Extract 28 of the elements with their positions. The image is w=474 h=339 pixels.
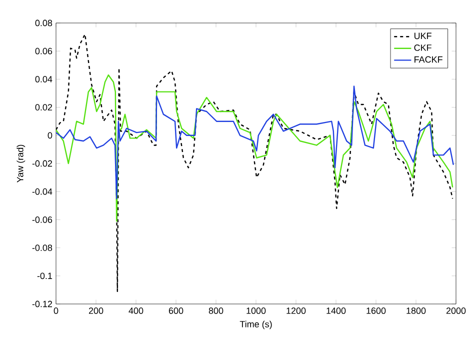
y-tick-label: -0.02 bbox=[32, 160, 52, 167]
y-tick-label: -0.06 bbox=[32, 216, 52, 223]
x-tick-label: 1800 bbox=[406, 308, 426, 314]
x-tick-label: 1200 bbox=[286, 308, 306, 314]
x-tick-label: 2000 bbox=[446, 308, 466, 314]
legend-label: CKF bbox=[414, 44, 432, 51]
y-tick-label: 0.06 bbox=[35, 48, 52, 54]
y-tick-label: 0.04 bbox=[35, 76, 52, 82]
x-tick-label: 1600 bbox=[366, 308, 386, 314]
legend-label: UKF bbox=[414, 32, 432, 40]
y-tick-label: 0.02 bbox=[35, 104, 52, 110]
x-tick-label: 1000 bbox=[246, 308, 266, 314]
y-axis-title: Yaw (rad) bbox=[16, 144, 26, 182]
x-tick-label: 800 bbox=[208, 308, 224, 314]
y-tick-label: -0.08 bbox=[32, 244, 52, 251]
x-tick-label: 400 bbox=[128, 308, 144, 314]
legend-label: FACKF bbox=[414, 56, 442, 63]
y-tick-label: 0 bbox=[48, 132, 52, 139]
x-tick-label: 0 bbox=[54, 308, 58, 314]
x-axis-title: Time (s) bbox=[240, 320, 272, 330]
y-tick-label: 0.08 bbox=[35, 20, 52, 26]
y-tick-label: -0.12 bbox=[32, 300, 52, 308]
x-tick-label: 1400 bbox=[326, 308, 346, 314]
x-tick-label: 600 bbox=[168, 308, 184, 314]
y-tick-label: -0.1 bbox=[37, 272, 52, 280]
x-tick-label: 200 bbox=[88, 308, 104, 314]
line-series bbox=[56, 86, 454, 200]
y-tick-label: -0.04 bbox=[32, 188, 52, 195]
